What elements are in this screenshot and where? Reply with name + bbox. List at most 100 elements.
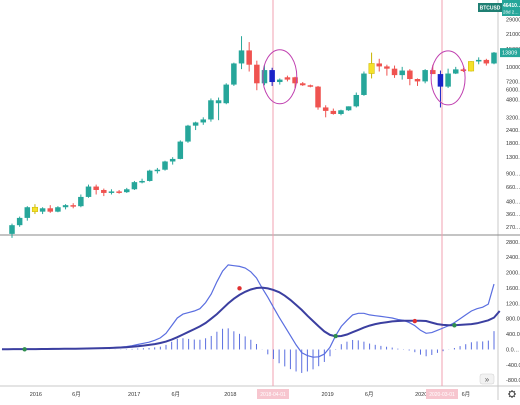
candle-body xyxy=(483,59,490,64)
candle-body xyxy=(246,50,252,65)
price-tick-label: 270.… xyxy=(506,225,520,231)
price-tick-label: 2400.… xyxy=(506,128,520,134)
cross-marker xyxy=(22,347,27,352)
candle-body xyxy=(292,77,298,84)
macd-tick-label: 0.0… xyxy=(506,347,519,353)
time-axis-label: 2017 xyxy=(128,392,140,398)
time-axis-label: 2016 xyxy=(30,392,42,398)
macd-tick-label: 2800.0… xyxy=(506,240,520,246)
price-tick-label: 1300.… xyxy=(506,155,520,161)
time-axis-label: 6月 xyxy=(365,391,374,398)
candle-body xyxy=(368,63,375,74)
annotation-circle xyxy=(262,49,298,105)
price-badge xyxy=(502,0,520,16)
candle-body xyxy=(254,64,260,84)
candle-body xyxy=(231,63,237,85)
candle-body xyxy=(437,74,444,87)
candle-body xyxy=(315,86,321,108)
candle-body xyxy=(16,217,23,226)
candle-body xyxy=(101,189,107,193)
time-axis-label: 6月 xyxy=(462,391,471,398)
candle-body xyxy=(468,61,475,72)
time-marker-label: 2018-04-01 xyxy=(260,392,286,398)
candle-body xyxy=(238,50,245,64)
candle-body xyxy=(70,205,76,207)
candle-body xyxy=(39,208,46,212)
candle-body xyxy=(345,106,352,111)
candle-body xyxy=(338,110,344,114)
time-axis-label: 2018 xyxy=(224,392,236,398)
candle-body xyxy=(223,84,229,104)
time-axis-label: 2019 xyxy=(321,392,333,398)
macd-tick-label: 2400.0… xyxy=(506,255,520,261)
candle-body xyxy=(154,169,161,172)
time-marker-label: 2020-03-01 xyxy=(429,392,455,398)
candle-body xyxy=(299,83,306,86)
candle-body xyxy=(139,180,145,183)
time-marker-label-bg xyxy=(426,389,458,399)
macd-tick-label: 1200.0… xyxy=(506,301,520,307)
candle-body xyxy=(208,100,214,120)
cross-marker xyxy=(412,318,418,324)
price-tick-label: 1800.… xyxy=(506,141,520,147)
candle-body xyxy=(55,207,61,212)
cross-marker xyxy=(452,323,457,328)
price-badge-text: 46410… xyxy=(503,3,520,9)
candle-body xyxy=(261,70,268,84)
candle-body xyxy=(277,79,283,83)
symbol-badge xyxy=(478,3,502,12)
candle-body xyxy=(146,170,153,181)
candle-body xyxy=(62,205,69,208)
candle-body xyxy=(391,68,398,76)
candle-body xyxy=(93,186,99,190)
candle-body xyxy=(445,73,451,87)
candle-body xyxy=(124,189,130,193)
candle-body xyxy=(269,70,275,83)
macd-tick-label: -400.0… xyxy=(506,363,520,369)
price-tick-label: 21000.… xyxy=(506,32,520,38)
price-tick-label: 7200.… xyxy=(506,79,520,85)
candle-body xyxy=(9,225,15,234)
candle-body xyxy=(215,100,222,104)
last-price-text: 13809 xyxy=(502,51,517,57)
price-tick-label: 29000.… xyxy=(506,18,520,24)
macd-tick-label: -800.0… xyxy=(506,378,520,384)
time-axis-label: 6月 xyxy=(72,391,81,398)
scroll-to-latest-button[interactable] xyxy=(479,373,495,385)
candle-body xyxy=(108,191,115,193)
symbol-badge-text: BTCUSD xyxy=(480,6,501,12)
price-tick-label: 4800.… xyxy=(506,97,520,103)
candle-body xyxy=(475,59,482,62)
candle-body xyxy=(491,52,497,64)
candle-body xyxy=(353,94,360,107)
candle-body xyxy=(85,186,92,197)
price-tick-label: 10000.… xyxy=(506,65,520,71)
gear-icon[interactable] xyxy=(508,390,516,398)
cross-marker xyxy=(333,333,338,339)
candle-body xyxy=(460,69,467,72)
candle-body xyxy=(307,85,314,87)
macd-tick-label: 800.0… xyxy=(506,317,520,323)
candle-body xyxy=(430,70,436,75)
candle-body xyxy=(330,110,337,114)
macd-tick-label: 1600.0… xyxy=(506,286,520,292)
candle-body xyxy=(322,107,329,111)
candle-body xyxy=(78,196,84,207)
price-badge-sub: 28d 2… xyxy=(503,10,519,15)
candle-body xyxy=(177,141,184,159)
macd-tick-label: 2000.0… xyxy=(506,271,520,277)
last-price-badge xyxy=(500,48,520,58)
annotation-circle xyxy=(430,50,466,106)
candle-body xyxy=(162,161,168,170)
candle-body xyxy=(169,158,176,162)
candle-body xyxy=(376,63,382,67)
candle-body xyxy=(452,69,459,74)
candle-body xyxy=(116,191,122,193)
scroll-to-latest-icon: » xyxy=(485,375,490,384)
candle-body xyxy=(414,79,421,82)
candle-body xyxy=(192,122,199,126)
price-tick-label: 3200.… xyxy=(506,115,520,121)
macd-tick-label: 400.0… xyxy=(506,332,520,338)
